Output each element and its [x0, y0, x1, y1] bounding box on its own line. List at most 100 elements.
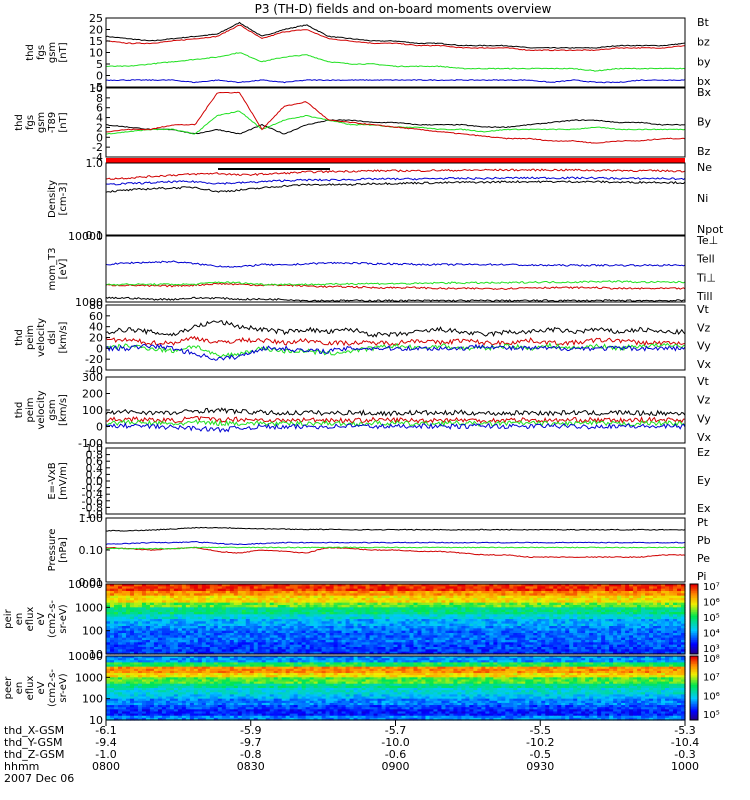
heatmap-cell: [237, 626, 243, 629]
heatmap-cell: [129, 591, 135, 594]
heatmap-cell: [397, 619, 403, 622]
heatmap-cell: [641, 644, 646, 648]
y-axis-label-line: fgs: [36, 45, 47, 60]
legend-Ti⊥: Ti⊥: [696, 271, 716, 284]
heatmap-cell: [377, 593, 383, 597]
heatmap-cell: [617, 616, 622, 620]
heatmap-cell: [125, 630, 131, 634]
heatmap-cell: [517, 600, 522, 604]
heatmap-cell: [601, 642, 606, 646]
heatmap-cell: [629, 626, 634, 629]
heatmap-cell: [549, 593, 554, 597]
heatmap-cell: [321, 644, 327, 648]
heatmap-cell: [649, 609, 654, 613]
heatmap-cell: [549, 637, 554, 641]
heatmap-cell: [473, 605, 478, 608]
heatmap-cell: [485, 588, 490, 592]
heatmap-cell: [421, 644, 427, 648]
heatmap-cell: [369, 612, 375, 615]
heatmap-cell: [633, 651, 638, 655]
heatmap-cell: [209, 637, 215, 641]
heatmap-cell: [681, 635, 686, 639]
heatmap-cell: [345, 609, 351, 613]
heatmap-cell: [261, 633, 267, 636]
heatmap-cell: [197, 607, 203, 611]
heatmap-cell: [641, 614, 646, 618]
heatmap-cell: [557, 623, 562, 627]
heatmap-cell: [353, 656, 359, 659]
heatmap-cell: [193, 588, 199, 592]
heatmap-cell: [537, 598, 542, 601]
heatmap-cell: [449, 628, 454, 632]
heatmap-cell: [649, 651, 654, 655]
heatmap-cell: [565, 593, 570, 597]
heatmap-cell: [297, 598, 303, 601]
heatmap-cell: [269, 623, 275, 627]
heatmap-cell: [437, 630, 443, 634]
heatmap-cell: [241, 593, 247, 597]
heatmap-cell: [273, 595, 279, 599]
heatmap-cell: [293, 623, 299, 627]
heatmap-cell: [533, 658, 538, 661]
heatmap-cell: [249, 595, 255, 599]
heatmap-cell: [589, 612, 594, 615]
heatmap-cell: [549, 588, 554, 592]
heatmap-cell: [141, 595, 147, 599]
heatmap-cell: [617, 630, 622, 634]
heatmap-cell: [157, 658, 163, 661]
heatmap-cell: [461, 628, 466, 632]
heatmap-cell: [481, 621, 486, 625]
heatmap-cell: [213, 591, 219, 594]
heatmap-cell: [565, 605, 570, 608]
heatmap-cell: [153, 628, 159, 632]
colorbar-cell: [690, 633, 698, 636]
heatmap-cell: [225, 637, 231, 641]
heatmap-cell: [193, 647, 199, 650]
heatmap-cell: [133, 595, 139, 599]
heatmap-cell: [545, 609, 550, 613]
heatmap-cell: [633, 642, 638, 646]
heatmap-cell: [253, 593, 259, 597]
heatmap-cell: [417, 656, 423, 659]
heatmap-cell: [249, 609, 255, 613]
heatmap-cell: [241, 605, 247, 608]
heatmap-cell: [245, 647, 251, 650]
heatmap-cell: [641, 595, 646, 599]
heatmap-cell: [225, 635, 231, 639]
heatmap-cell: [569, 600, 574, 604]
heatmap-cell: [461, 635, 466, 639]
heatmap-cell: [381, 607, 387, 611]
heatmap-cell: [365, 656, 371, 659]
heatmap-cell: [453, 640, 458, 643]
heatmap-cell: [333, 619, 339, 622]
heatmap-cell: [629, 591, 634, 594]
heatmap-cell: [493, 626, 498, 629]
heatmap-cell: [205, 612, 211, 615]
heatmap-cell: [149, 658, 155, 661]
heatmap-cell: [493, 640, 498, 643]
heatmap-cell: [389, 586, 395, 590]
heatmap-cell: [257, 616, 263, 620]
heatmap-cell: [137, 616, 143, 620]
heatmap-cell: [585, 607, 590, 611]
heatmap-cell: [233, 660, 239, 663]
heatmap-cell: [485, 623, 490, 627]
colorbar-tick: 10³: [703, 644, 720, 655]
heatmap-cell: [589, 635, 594, 639]
heatmap-cell: [457, 616, 462, 620]
heatmap-cell: [449, 584, 454, 587]
heatmap-cell: [533, 633, 538, 636]
heatmap-cell: [681, 600, 686, 604]
heatmap-cell: [373, 633, 379, 636]
heatmap-cell: [121, 640, 127, 643]
heatmap-cell: [281, 595, 287, 599]
heatmap-cell: [449, 605, 454, 608]
heatmap-cell: [513, 619, 518, 622]
heatmap-cell: [401, 593, 407, 597]
heatmap-cell: [129, 644, 135, 648]
heatmap-cell: [549, 644, 554, 648]
heatmap-cell: [521, 586, 526, 590]
heatmap-cell: [673, 609, 678, 613]
